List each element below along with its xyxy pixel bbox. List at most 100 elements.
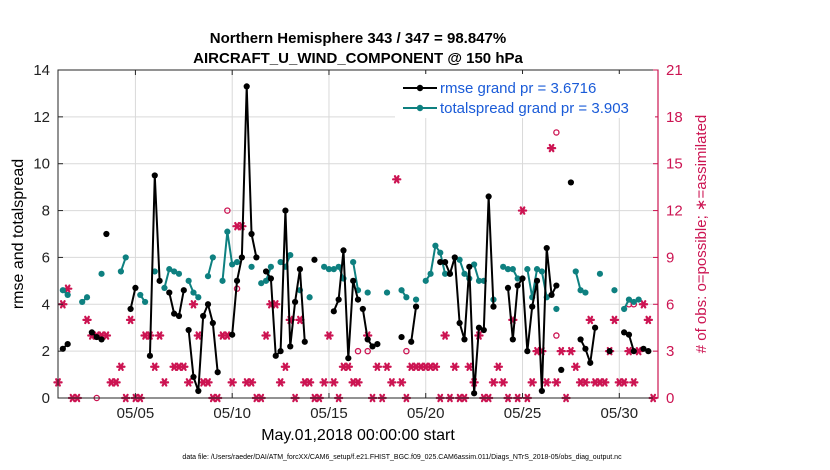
- obs-assimilated-point: [643, 315, 654, 325]
- obs-assimilated-point: [498, 378, 508, 387]
- y-tick-label: 6: [42, 249, 50, 266]
- rmse-point: [485, 193, 492, 200]
- obs-assimilated-point: [450, 362, 460, 371]
- y-axis-label: rmse and totalspread: [10, 159, 27, 309]
- rmse-point: [524, 348, 531, 355]
- obs-assimilated-point: [188, 300, 199, 309]
- rmse-point: [311, 256, 318, 263]
- obs-assimilated-point: [261, 331, 271, 340]
- obs-assimilated-point: [193, 331, 204, 340]
- spread-point: [461, 270, 468, 277]
- obs-assimilated-point: [609, 315, 620, 325]
- spread-point: [500, 263, 507, 270]
- rmse-point: [335, 296, 342, 303]
- rmse-point: [93, 333, 100, 341]
- spread-point: [64, 291, 71, 299]
- rmse-point: [446, 270, 454, 277]
- rmse-point: [59, 345, 66, 352]
- obs-assimilated-point: [629, 378, 639, 387]
- spread-point: [553, 305, 560, 313]
- spread-point: [621, 305, 628, 313]
- rmse-point: [548, 291, 555, 299]
- obs-assimilated-point: [585, 315, 595, 325]
- spread-point: [190, 289, 197, 296]
- legend-box: [395, 74, 655, 118]
- rmse-point: [529, 303, 536, 310]
- spread-point: [514, 275, 521, 282]
- spread-point: [59, 287, 66, 294]
- spread-point: [161, 284, 168, 291]
- rmse-point: [451, 254, 458, 261]
- rmse-point: [519, 275, 526, 282]
- spread-point: [383, 289, 391, 296]
- obs-assimilated-point: [125, 315, 136, 325]
- spread-point: [427, 270, 434, 277]
- obs-assimilated-point: [638, 300, 649, 309]
- obs-assimilated-point: [527, 378, 537, 387]
- rmse-point: [587, 359, 594, 366]
- spread-point: [141, 298, 149, 306]
- x-tick-label: 05/25: [504, 405, 542, 422]
- rmse-point: [364, 336, 371, 343]
- spread-point: [509, 266, 516, 273]
- y-right-tick-label: 15: [666, 156, 683, 173]
- spread-point: [504, 266, 512, 273]
- spread-point: [330, 266, 337, 273]
- rmse-point: [630, 348, 637, 355]
- spread-point: [204, 273, 212, 280]
- spread-point: [219, 277, 226, 284]
- rmse-point: [200, 312, 207, 320]
- spread-point: [79, 298, 86, 306]
- obs-assimilated-point: [82, 315, 92, 325]
- obs-assimilated-point: [619, 378, 629, 387]
- obs-possible-point: [403, 347, 410, 355]
- obs-assimilated-point: [556, 346, 566, 356]
- spread-point: [233, 259, 241, 266]
- rmse-point: [190, 373, 197, 381]
- rmse-point: [214, 369, 221, 376]
- rmse-point: [645, 348, 652, 355]
- ticks: 05/05 05/10 05/15 05/20 05/25 05/30 0 2 4 6 8 10 12 1…: [33, 62, 682, 422]
- spread-point: [248, 263, 255, 270]
- rmse-point: [582, 345, 589, 352]
- rmse-line: [410, 306, 418, 342]
- rmse-point: [272, 352, 279, 359]
- rmse-point: [185, 326, 192, 334]
- rmse-point: [441, 259, 449, 266]
- rmse-point: [151, 172, 158, 179]
- spread-point: [422, 277, 429, 284]
- obs-assimilated-point: [372, 362, 383, 371]
- rmse-point: [567, 179, 575, 186]
- obs-assimilated-point: [183, 378, 194, 387]
- rmse-point: [359, 305, 366, 313]
- spread-point: [403, 294, 410, 301]
- rmse-point: [437, 259, 444, 266]
- rmse-point: [625, 331, 633, 338]
- rmse-point: [127, 305, 134, 313]
- rmse-point: [621, 329, 628, 336]
- rmse-line: [231, 85, 258, 335]
- spread-point: [524, 266, 531, 273]
- spread-point: [117, 268, 125, 275]
- y-tick-label: 14: [33, 62, 50, 79]
- spread-line: [352, 261, 359, 291]
- rmse-point: [514, 282, 521, 289]
- rmse-point: [509, 336, 516, 343]
- obs-assimilated-point: [280, 362, 291, 371]
- rmse-point: [456, 319, 463, 327]
- spread-point: [538, 268, 545, 275]
- y-tick-label: 4: [42, 296, 50, 313]
- spread-point: [229, 261, 236, 268]
- obs-assimilated-point: [464, 362, 474, 371]
- obs-assimilated-point: [111, 378, 121, 387]
- rmse-point: [166, 289, 173, 296]
- spread-point: [596, 270, 604, 277]
- spread-point: [185, 277, 192, 284]
- x-tick-label: 05/20: [407, 405, 445, 422]
- spread-point: [611, 287, 618, 294]
- rmse-point: [262, 268, 270, 275]
- spread-point: [432, 242, 439, 249]
- rmse-point: [243, 83, 250, 90]
- spread-point: [350, 259, 357, 266]
